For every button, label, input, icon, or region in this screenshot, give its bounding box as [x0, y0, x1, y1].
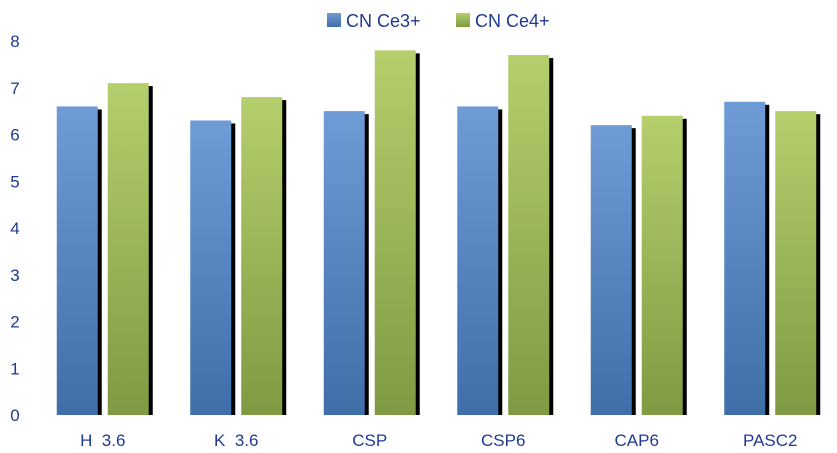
y-tick-label: 2	[10, 313, 19, 332]
x-tick-label: CSP	[352, 431, 387, 450]
x-tick-label: K 3.6	[214, 431, 258, 450]
bar-ce3	[590, 125, 632, 416]
y-tick-label: 0	[10, 406, 19, 425]
bar-ce4	[508, 55, 550, 416]
bar-ce4	[241, 97, 283, 415]
bar-ce3	[190, 120, 232, 415]
y-tick-label: 5	[10, 172, 19, 191]
y-axis: 0 1 2 3 4 5 6 7 8	[10, 32, 19, 425]
y-tick-label: 6	[10, 126, 19, 145]
bar-ce3	[323, 111, 365, 415]
x-tick-label: CSP6	[481, 431, 525, 450]
bar-ce3	[457, 106, 499, 415]
legend-label: CN Ce3+	[346, 11, 421, 31]
legend-label: CN Ce4+	[475, 11, 550, 31]
bar-ce3	[724, 101, 766, 416]
y-tick-label: 7	[10, 79, 19, 98]
legend-swatch	[456, 13, 470, 27]
y-tick-label: 8	[10, 32, 19, 51]
bars	[56, 50, 821, 416]
bar-ce4	[107, 83, 149, 415]
legend-swatch	[327, 13, 341, 27]
y-tick-label: 3	[10, 266, 19, 285]
bar-ce4	[641, 115, 683, 416]
y-tick-label: 4	[10, 219, 19, 238]
x-tick-label: CAP6	[615, 431, 659, 450]
bar-ce4	[374, 50, 416, 415]
y-tick-label: 1	[10, 359, 19, 378]
x-axis: H 3.6 K 3.6 CSP CSP6 CAP6 PASC2	[80, 431, 797, 450]
legend: CN Ce3+ CN Ce4+	[327, 11, 550, 31]
bar-ce4	[775, 111, 817, 415]
bar-ce3	[56, 106, 98, 415]
x-tick-label: H 3.6	[80, 431, 125, 450]
x-tick-label: PASC2	[743, 431, 798, 450]
